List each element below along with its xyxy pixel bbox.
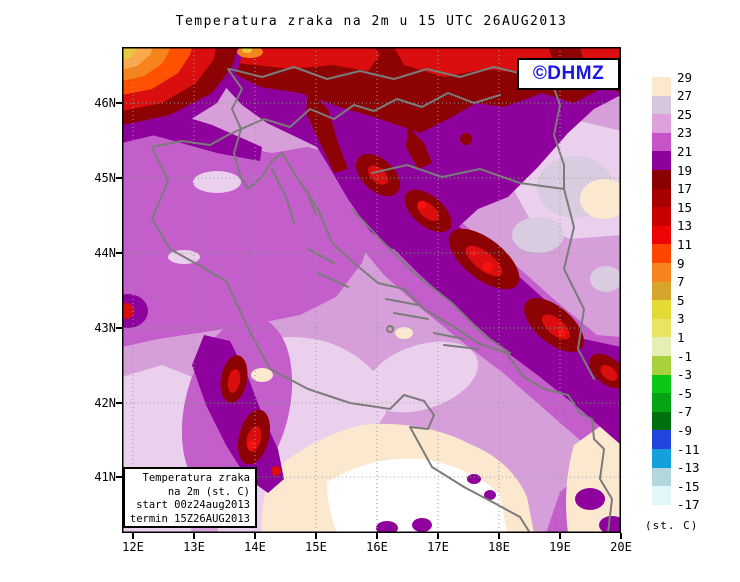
lon-tick-label: 13E xyxy=(183,540,205,554)
lon-tick-mark xyxy=(559,533,561,539)
lon-tick-label: 14E xyxy=(244,540,266,554)
colorbar-tick-label: 27 xyxy=(677,88,693,104)
colorbar-tick-label: 29 xyxy=(677,69,693,85)
lon-tick-mark xyxy=(315,533,317,539)
info-box: Temperatura zraka na 2m (st. C) start 00z2… xyxy=(123,467,257,528)
dhmz-watermark-box: ©DHMZ xyxy=(517,58,620,90)
colorbar-tick-label: 11 xyxy=(677,236,693,252)
colorbar-tick-label: 3 xyxy=(677,311,685,327)
lon-tick-label: 12E xyxy=(122,540,144,554)
colorbar-swatch xyxy=(652,77,671,97)
colorbar-tick-label: -5 xyxy=(677,385,693,401)
colorbar-swatch xyxy=(652,356,671,376)
lon-tick-mark xyxy=(437,533,439,539)
lat-tick-label: 43N xyxy=(94,321,116,335)
lon-tick-label: 15E xyxy=(305,540,327,554)
colorbar-tick-label: 7 xyxy=(677,274,685,290)
lon-tick-label: 16E xyxy=(366,540,388,554)
colorbar-tick-label: -11 xyxy=(677,441,700,457)
colorbar-tick-label: -3 xyxy=(677,367,693,383)
colorbar-swatch xyxy=(652,300,671,320)
colorbar-swatch xyxy=(652,449,671,469)
lon-tick-label: 20E xyxy=(610,540,632,554)
page-title: Temperatura zraka na 2m u 15 UTC 26AUG20… xyxy=(175,14,568,29)
lon-tick-mark xyxy=(376,533,378,539)
lat-tick-mark xyxy=(116,327,122,329)
colorbar-swatch xyxy=(652,151,671,171)
colorbar-swatch xyxy=(652,430,671,450)
colorbar-tick-label: 17 xyxy=(677,181,693,197)
colorbar-swatch xyxy=(652,263,671,283)
colorbar-tick-label: 1 xyxy=(677,329,685,345)
colorbar-tick-label: 25 xyxy=(677,106,693,122)
colorbar-tick-label: -9 xyxy=(677,422,693,438)
lat-tick-label: 46N xyxy=(94,96,116,110)
colorbar-swatch xyxy=(652,207,671,227)
colorbar-tick-label: -15 xyxy=(677,478,700,494)
colorbar-tick-label: 19 xyxy=(677,162,693,178)
colorbar-swatch xyxy=(652,244,671,264)
lat-tick-mark xyxy=(116,252,122,254)
lat-tick-mark xyxy=(116,177,122,179)
colorbar-swatch xyxy=(652,95,671,115)
colorbar-swatch xyxy=(652,281,671,301)
lon-tick-mark xyxy=(498,533,500,539)
colorbar-tick-label: 15 xyxy=(677,199,693,215)
colorbar-tick-label: 21 xyxy=(677,143,693,159)
colorbar-swatch xyxy=(652,318,671,338)
lon-tick-mark xyxy=(254,533,256,539)
lon-tick-label: 18E xyxy=(488,540,510,554)
lon-tick-label: 19E xyxy=(549,540,571,554)
colorbar-tick-label: -17 xyxy=(677,497,700,513)
lat-tick-label: 44N xyxy=(94,246,116,260)
colorbar-unit-label: (st. C) xyxy=(645,519,699,532)
colorbar-tick-label: 13 xyxy=(677,218,693,234)
temperature-field-graphic xyxy=(122,47,621,533)
info-box-line: start 00z24aug2013 xyxy=(136,499,250,511)
colorbar-swatch xyxy=(652,170,671,190)
colorbar-tick-label: -1 xyxy=(677,348,693,364)
lat-tick-label: 42N xyxy=(94,396,116,410)
lat-tick-mark xyxy=(116,102,122,104)
colorbar-swatch xyxy=(652,411,671,431)
colorbar-tick-label: -7 xyxy=(677,404,693,420)
temperature-map xyxy=(122,47,621,533)
colorbar-tick-label: 23 xyxy=(677,125,693,141)
colorbar-swatch xyxy=(652,225,671,245)
lat-tick-label: 45N xyxy=(94,171,116,185)
colorbar-swatch xyxy=(652,467,671,487)
dhmz-watermark-text: ©DHMZ xyxy=(532,63,605,84)
colorbar-swatch xyxy=(652,393,671,413)
info-box-line: Temperatura zraka xyxy=(142,472,250,484)
lat-tick-mark xyxy=(116,402,122,404)
colorbar-swatch xyxy=(652,188,671,208)
colorbar-swatch xyxy=(652,374,671,394)
colorbar-swatch xyxy=(652,132,671,152)
colorbar-tick-label: -13 xyxy=(677,460,700,476)
colorbar-swatch xyxy=(652,486,671,506)
colorbar-swatch xyxy=(652,337,671,357)
lon-tick-mark xyxy=(620,533,622,539)
lon-tick-mark xyxy=(132,533,134,539)
lon-tick-mark xyxy=(193,533,195,539)
info-box-line: termin 15Z26AUG2013 xyxy=(129,512,250,525)
colorbar-tick-label: 5 xyxy=(677,292,685,308)
lon-tick-label: 17E xyxy=(427,540,449,554)
lat-tick-label: 41N xyxy=(94,470,116,484)
colorbar-tick-label: 9 xyxy=(677,255,685,271)
info-box-line: na 2m (st. C) xyxy=(167,485,250,498)
colorbar-swatch xyxy=(652,114,671,134)
lat-tick-mark xyxy=(116,476,122,478)
